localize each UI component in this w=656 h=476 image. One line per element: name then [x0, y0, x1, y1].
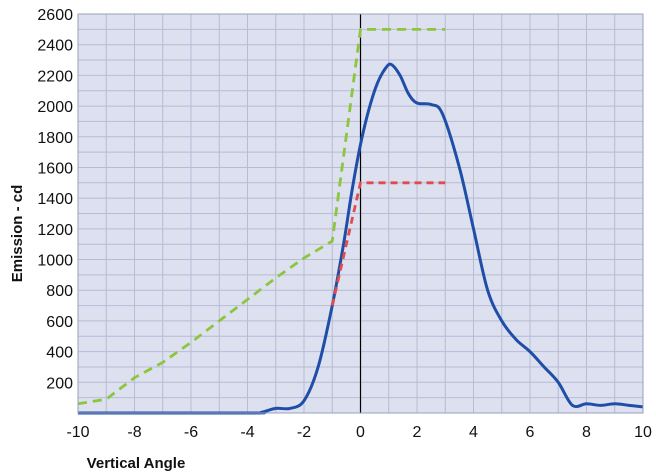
y-tick-label: 200 — [46, 375, 73, 392]
x-tick-label: -10 — [66, 424, 89, 441]
x-tick-label: 10 — [634, 424, 652, 441]
x-tick-label: 2 — [413, 424, 422, 441]
x-tick-label: 8 — [582, 424, 591, 441]
series-group — [77, 27, 644, 415]
series-line-0 — [77, 62, 644, 415]
y-tick-label: 600 — [46, 314, 73, 331]
x-tick-label: -2 — [297, 424, 311, 441]
y-tick-label: 1800 — [37, 130, 73, 147]
x-tick-label: 4 — [469, 424, 478, 441]
y-tick-label: 2200 — [37, 68, 73, 85]
y-tick-label: 2400 — [37, 38, 73, 55]
series-line-1 — [77, 27, 446, 406]
x-tick-labels: -10 -8 -6 -4 -2 0 2 4 6 8 10 — [66, 424, 652, 441]
y-tick-label: 400 — [46, 345, 73, 362]
y-axis-title: Emission - cd — [9, 185, 26, 283]
plot-frame — [77, 13, 644, 414]
x-tick-label: -6 — [184, 424, 198, 441]
y-tick-label: 1200 — [37, 222, 73, 239]
y-tick-label: 1000 — [37, 253, 73, 270]
y-tick-label: 800 — [46, 283, 73, 300]
y-tick-label: 2000 — [37, 99, 73, 116]
x-tick-label: 6 — [526, 424, 535, 441]
y-tick-label: 2600 — [37, 7, 73, 24]
x-axis-title: Vertical Angle — [87, 455, 186, 472]
y-tick-labels: 200 400 600 800 1000 1200 1400 1600 1800 2000 2200… — [37, 7, 73, 392]
y-tick-label: 1400 — [37, 191, 73, 208]
y-tick-label: 1600 — [37, 160, 73, 177]
x-tick-label: -8 — [127, 424, 141, 441]
x-tick-label: 0 — [356, 424, 365, 441]
series-line-2 — [330, 181, 446, 306]
x-tick-label: -4 — [240, 424, 254, 441]
